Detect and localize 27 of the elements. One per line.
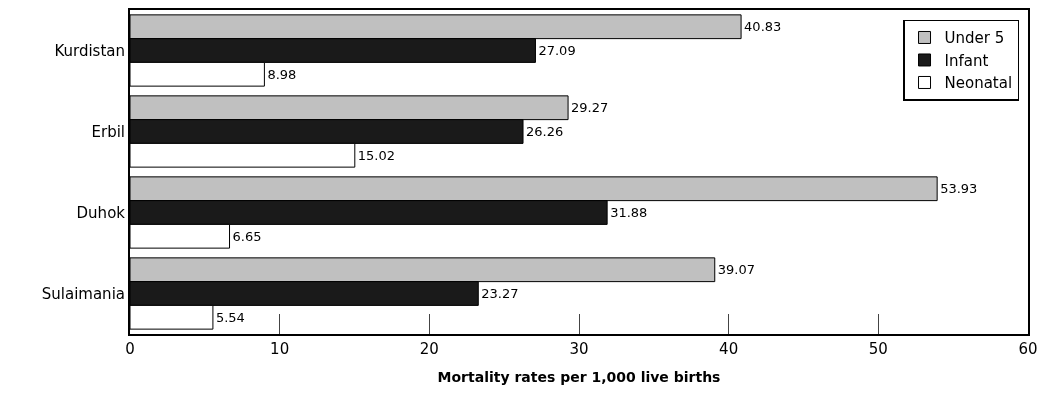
- x-tick-label: 60: [1018, 340, 1038, 358]
- data-label: 5.54: [215, 309, 245, 325]
- data-label: 31.88: [610, 205, 648, 220]
- data-label: 15.02: [357, 147, 396, 163]
- y-tick-label: Kurdistan: [54, 41, 125, 60]
- x-tick-label: 40: [719, 340, 739, 358]
- y-tick-label: Duhok: [76, 203, 126, 222]
- data-label: 23.27: [481, 286, 519, 301]
- data-label: 27.09: [538, 43, 576, 58]
- data-label: 26.26: [526, 124, 564, 139]
- y-tick-label: Sulaimania: [41, 284, 125, 303]
- data-label: 40.83: [744, 19, 782, 35]
- x-axis-title: Mortality rates per 1,000 live births: [437, 368, 721, 385]
- legend-label: Under 5: [944, 29, 1005, 48]
- x-tick-label: 50: [868, 340, 888, 358]
- data-label: 8.98: [267, 66, 297, 82]
- x-tick-label: 20: [419, 340, 439, 358]
- data-label: 39.07: [717, 262, 755, 278]
- x-tick-label: 10: [270, 340, 290, 358]
- legend-label: Infant: [944, 51, 989, 70]
- legend-label: Neonatal: [944, 74, 1013, 93]
- x-tick-label: 30: [569, 340, 589, 358]
- data-label: 53.93: [940, 181, 978, 197]
- data-label: 29.27: [571, 100, 609, 116]
- y-tick-label: Erbil: [91, 122, 125, 141]
- data-label: 6.65: [232, 228, 262, 244]
- x-tick-label: 0: [125, 340, 135, 358]
